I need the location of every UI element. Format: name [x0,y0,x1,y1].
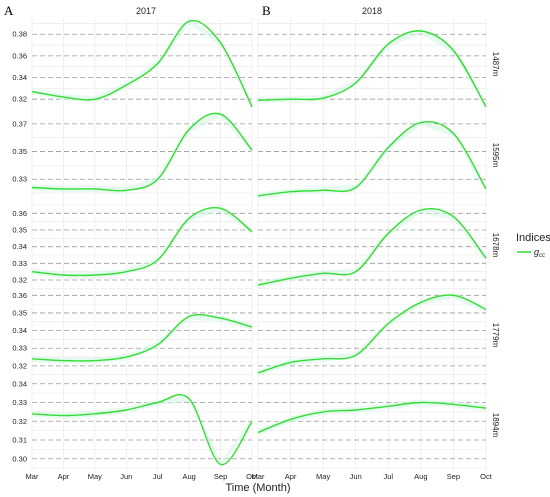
row-strip-label: 1779m [491,323,500,348]
x-axis-title: Time (Month) [226,482,291,494]
series-line-2017-1678m [31,207,253,277]
y-tick-label: 0.32 [12,276,27,285]
series-line-2017-1487m [31,19,253,108]
y-tick-label: 0.32 [12,95,27,104]
panel-letter-b: B [262,3,271,18]
x-tick-label: Jun [120,472,132,481]
confidence-ribbon [32,18,252,110]
y-tick-label: 0.33 [12,344,27,353]
row-strip-label: 1487m [491,52,500,77]
y-tick-label: 0.34 [12,326,27,335]
y-tick-label: 0.35 [12,147,27,156]
x-tick-label: Oct [246,472,259,481]
y-tick-label: 0.36 [12,209,27,218]
y-tick-label: 0.33 [12,259,27,268]
y-tick-label: 0.38 [12,30,27,39]
series-line-2018-1894m [257,401,487,434]
confidence-ribbon [258,292,486,376]
x-tick-label: Aug [414,472,427,481]
y-tick-label: 0.33 [12,398,27,407]
series-line-2017-1595m [31,112,253,192]
row-strip-label: 1894m [491,413,500,438]
series-line-2017-1779m [31,313,253,362]
x-tick-label: Sep [447,472,460,481]
confidence-ribbon [258,119,486,199]
confidence-ribbon [258,399,486,436]
y-tick-label: 0.37 [12,119,27,128]
x-tick-label: May [88,472,102,481]
y-tick-label: 0.32 [12,361,27,370]
y-tick-label: 0.36 [12,291,27,300]
row-strip-label: 1678m [491,233,500,258]
y-tick-label: 0.31 [12,436,27,445]
x-tick-label: Mar [252,472,265,481]
y-tick-label: 0.35 [12,226,27,235]
x-tick-label: Apr [285,472,297,481]
series-line-2017-1894m [31,394,253,466]
x-tick-label: Mar [26,472,39,481]
series-line-2018-1487m [257,30,487,108]
series-line-2018-1595m [257,121,487,197]
row-strip-label: 1595m [491,143,500,168]
y-tick-label: 0.30 [12,454,27,463]
x-tick-label: Aug [182,472,195,481]
x-tick-label: Apr [58,472,70,481]
series-line-2018-1678m [257,208,487,286]
y-tick-label: 0.36 [12,51,27,60]
confidence-ribbon [258,28,486,110]
x-tick-label: Jul [383,472,393,481]
y-tick-label: 0.34 [12,379,27,388]
legend: Indices gcc [516,232,550,259]
panel-letter-a: A [4,3,14,18]
y-tick-label: 0.32 [12,417,27,426]
confidence-ribbon [32,313,252,364]
x-tick-label: Jun [350,472,362,481]
x-tick-label: Oct [480,472,493,481]
x-tick-label: Jul [153,472,163,481]
x-tick-label: May [316,472,330,481]
column-header-2017: 2017 [136,6,156,16]
legend-label: gcc [534,247,545,259]
y-tick-label: 0.34 [12,242,27,251]
y-tick-label: 0.35 [12,308,27,317]
series-line-2018-1779m [257,294,487,374]
confidence-ribbon [258,207,486,288]
y-tick-label: 0.33 [12,175,27,184]
legend-title: Indices [516,232,550,244]
confidence-ribbon [32,205,252,278]
y-tick-label: 0.34 [12,73,27,82]
column-header-2018: 2018 [362,6,382,16]
x-tick-label: Sep [214,472,227,481]
